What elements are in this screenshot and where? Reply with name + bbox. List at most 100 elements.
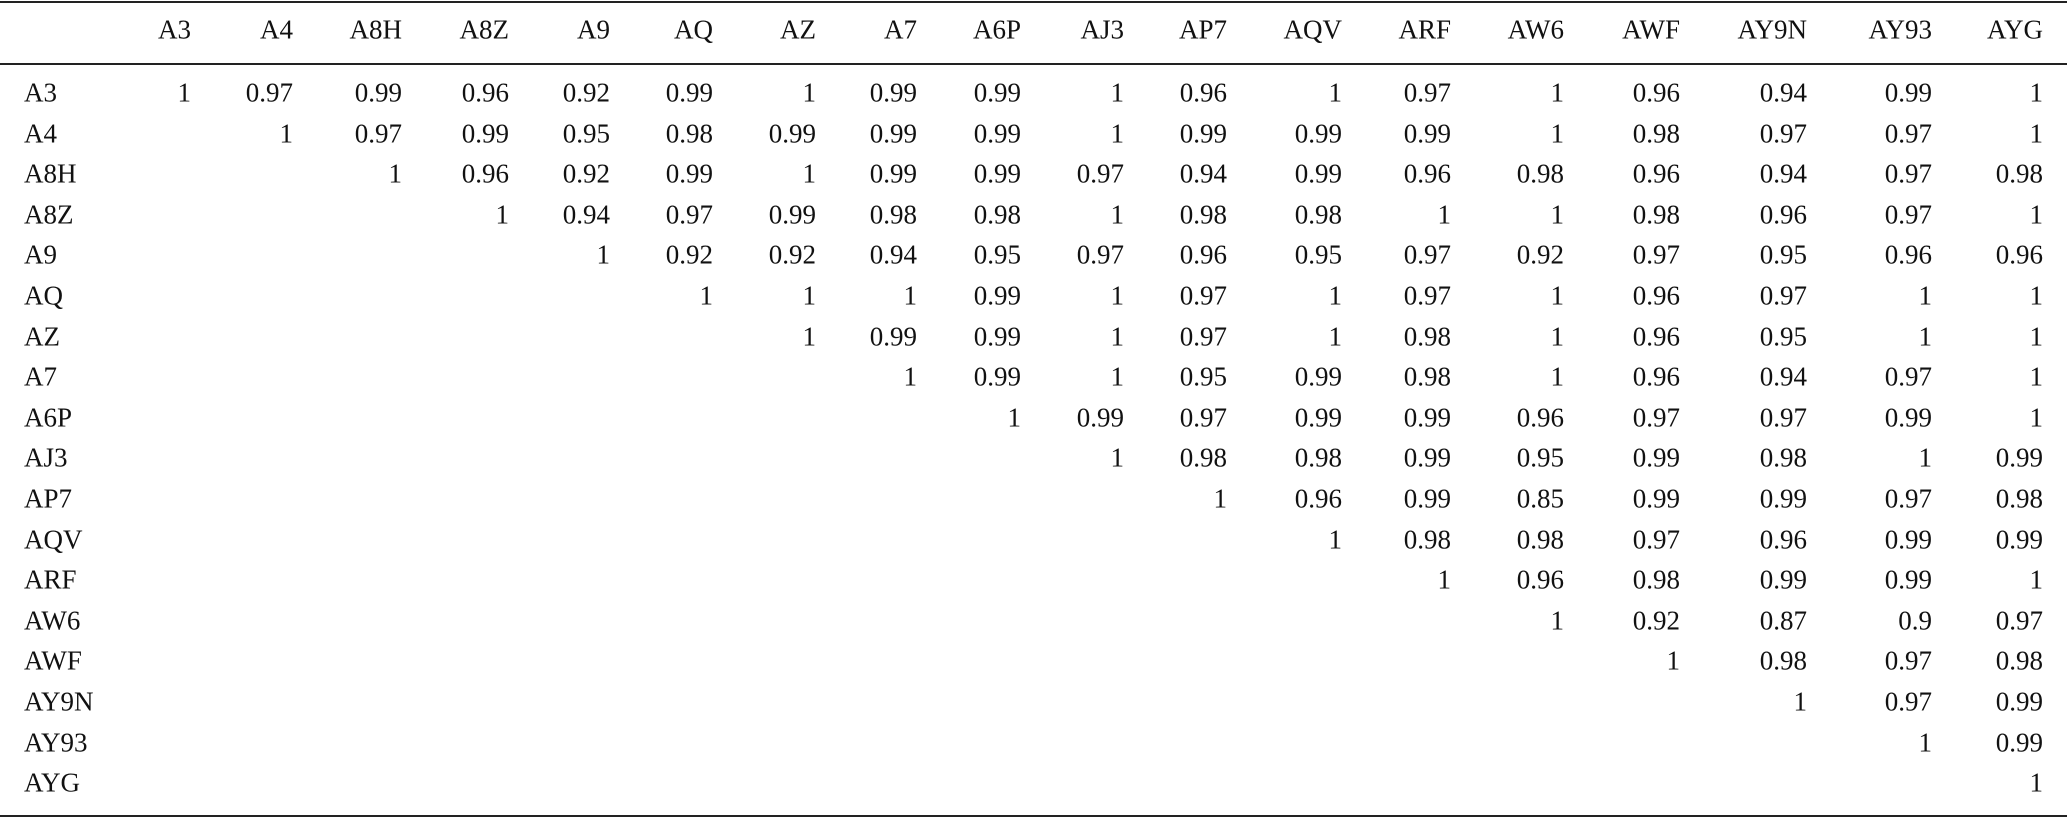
cell-value: 0.99 [869, 158, 917, 189]
cell-value: 1 [2029, 199, 2044, 230]
cell-value: 1 [1550, 280, 1565, 311]
cell-value: 0.99 [869, 321, 917, 352]
cell-value: 1 [1918, 727, 1933, 758]
cell-value: 0.99 [973, 77, 1021, 108]
cell-value: 0.97 [1076, 158, 1124, 189]
cell-value: 0.98 [1179, 442, 1227, 473]
cell-value: 0.99 [869, 77, 917, 108]
cell-value: 0.98 [1403, 524, 1451, 555]
cell-value: 1 [1550, 118, 1565, 149]
cell-value: 1 [699, 280, 714, 311]
cell-value: 0.99 [973, 361, 1021, 392]
cell-value: 0.97 [1884, 686, 1932, 717]
cell-value: 0.99 [973, 158, 1021, 189]
cell-value: 0.99 [354, 77, 402, 108]
cell-value: 1 [2029, 361, 2044, 392]
cell-value: 0.98 [1294, 199, 1342, 230]
cell-value: 0.95 [1759, 321, 1807, 352]
cell-value: 0.92 [768, 239, 816, 270]
cell-value: 0.97 [1076, 239, 1124, 270]
cell-value: 0.98 [1995, 483, 2043, 514]
cell-value: 0.98 [1759, 645, 1807, 676]
cell-value: 0.98 [1632, 564, 1680, 595]
cell-value: 0.99 [1995, 524, 2043, 555]
cell-value: 1 [1110, 199, 1125, 230]
cell-value: 0.96 [461, 77, 509, 108]
cell-value: 1 [1110, 118, 1125, 149]
cell-value: 0.98 [1516, 524, 1564, 555]
cell-value: 1 [1550, 605, 1565, 636]
cell-value: 1 [2029, 767, 2044, 798]
cell-value: 0.99 [1995, 727, 2043, 758]
cell-value: 0.95 [1516, 442, 1564, 473]
column-header: A8Z [459, 14, 510, 45]
cell-value: 1 [903, 280, 918, 311]
cell-value: 0.96 [1632, 77, 1680, 108]
cell-value: 0.97 [1403, 239, 1451, 270]
row-label: AY93 [24, 727, 88, 758]
cell-value: 0.96 [1632, 158, 1680, 189]
cell-value: 0.97 [665, 199, 713, 230]
cell-value: 1 [903, 361, 918, 392]
cell-value: 0.99 [665, 77, 713, 108]
column-header: AW6 [1507, 14, 1564, 45]
cell-value: 0.98 [1294, 442, 1342, 473]
cell-value: 0.96 [1759, 199, 1807, 230]
cell-value: 0.99 [1759, 483, 1807, 514]
cell-value: 0.99 [1294, 118, 1342, 149]
cell-value: 1 [1550, 321, 1565, 352]
cell-value: 0.96 [1179, 77, 1227, 108]
cell-value: 0.99 [973, 321, 1021, 352]
column-header: AY93 [1868, 14, 1932, 45]
cell-value: 0.95 [1179, 361, 1227, 392]
cell-value: 0.98 [665, 118, 713, 149]
row-label: ARF [24, 564, 77, 595]
column-header: A8H [349, 14, 403, 45]
cell-value: 0.87 [1759, 605, 1807, 636]
cell-value: 0.98 [973, 199, 1021, 230]
row-label: A4 [24, 118, 57, 149]
cell-value: 0.98 [869, 199, 917, 230]
cell-value: 0.99 [461, 118, 509, 149]
cell-value: 0.98 [1632, 199, 1680, 230]
cell-value: 0.97 [1179, 321, 1227, 352]
cell-value: 1 [1328, 280, 1343, 311]
cell-value: 0.99 [1403, 402, 1451, 433]
row-label: AY9N [24, 686, 94, 717]
cell-value: 1 [596, 239, 611, 270]
cell-value: 0.99 [1294, 361, 1342, 392]
cell-value: 0.99 [665, 158, 713, 189]
cell-value: 0.96 [1759, 524, 1807, 555]
column-header: AWF [1622, 14, 1680, 45]
cell-value: 0.99 [1403, 483, 1451, 514]
cell-value: 0.92 [562, 77, 610, 108]
cell-value: 0.99 [973, 118, 1021, 149]
cell-value: 0.97 [1884, 158, 1932, 189]
cell-value: 1 [802, 77, 817, 108]
row-label: AQ [24, 280, 63, 311]
row-label: AWF [24, 645, 82, 676]
cell-value: 0.92 [562, 158, 610, 189]
row-label: A8H [24, 158, 77, 189]
header-rule [0, 63, 2067, 65]
cell-value: 0.99 [1179, 118, 1227, 149]
bottom-rule [0, 815, 2067, 817]
cell-value: 0.99 [1884, 564, 1932, 595]
cell-value: 1 [495, 199, 510, 230]
cell-value: 1 [802, 321, 817, 352]
column-header: AY9N [1737, 14, 1807, 45]
cell-value: 0.97 [1884, 199, 1932, 230]
cell-value: 0.94 [562, 199, 610, 230]
column-header: A4 [260, 14, 293, 45]
top-rule [0, 1, 2067, 3]
cell-value: 0.97 [245, 77, 293, 108]
cell-value: 0.98 [1632, 118, 1680, 149]
cell-value: 0.97 [1179, 280, 1227, 311]
cell-value: 0.99 [768, 199, 816, 230]
cell-value: 0.99 [1294, 402, 1342, 433]
cell-value: 1 [1328, 77, 1343, 108]
cell-value: 0.94 [1759, 158, 1807, 189]
cell-value: 0.99 [1632, 483, 1680, 514]
cell-value: 0.99 [1995, 442, 2043, 473]
row-label: A6P [24, 402, 73, 433]
